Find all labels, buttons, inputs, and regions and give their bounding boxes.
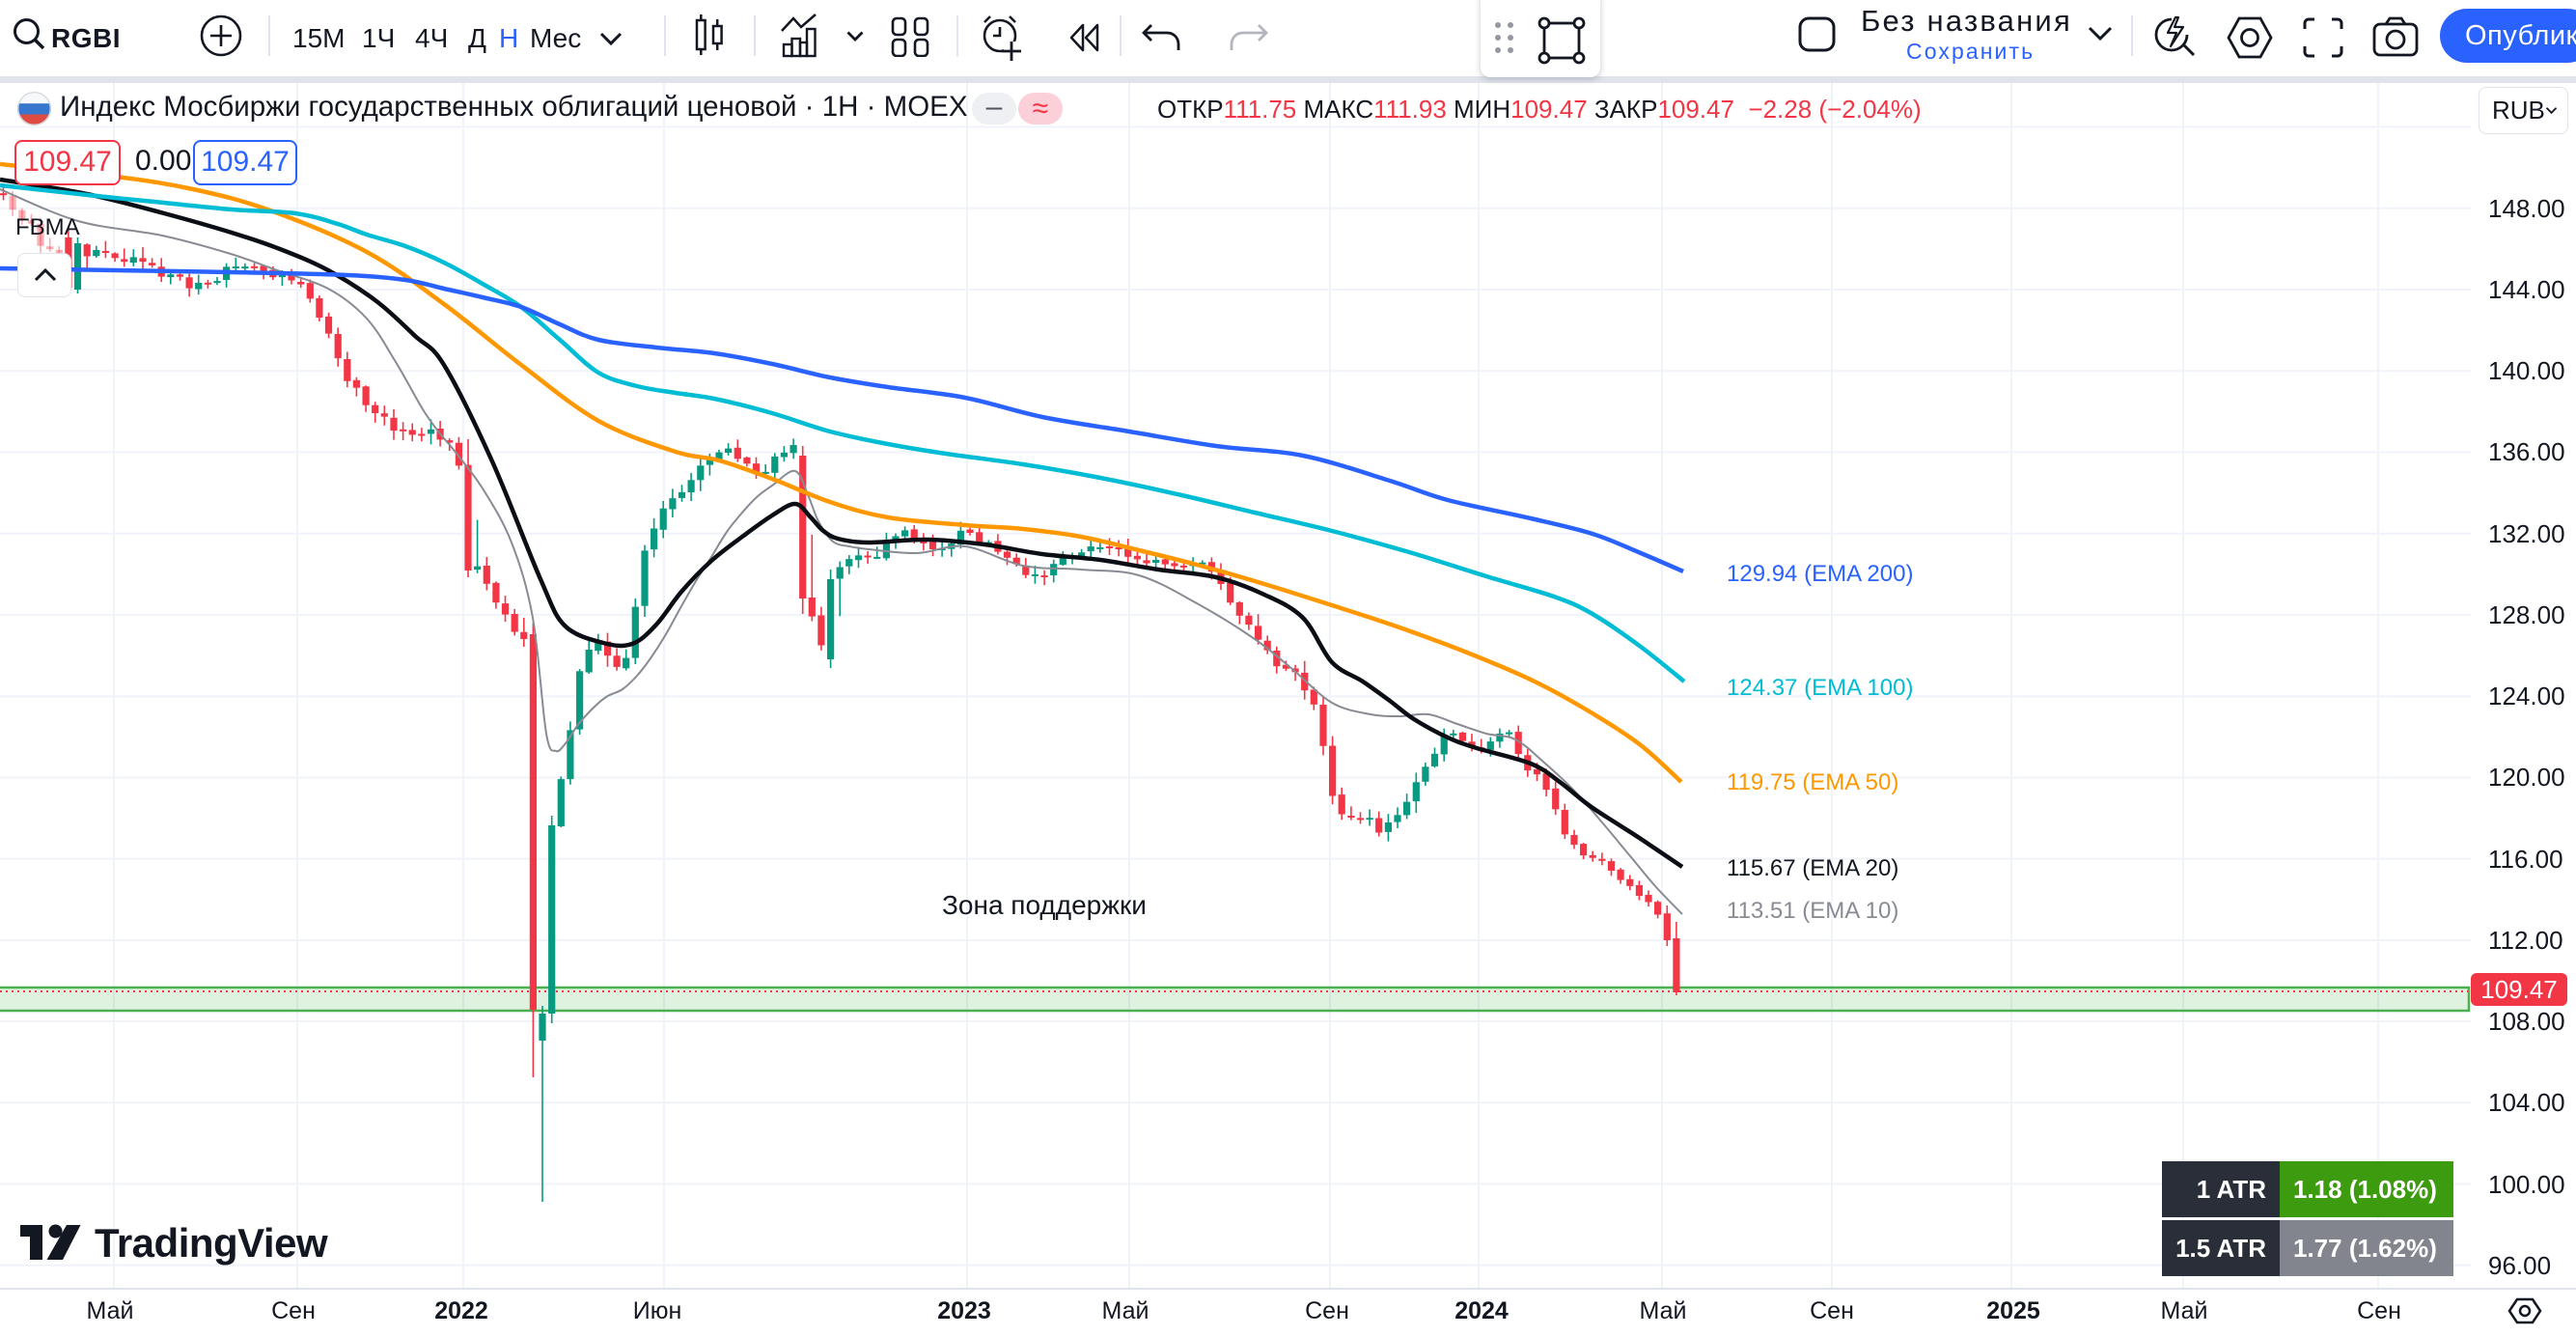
svg-text:129.94 (EMA 200): 129.94 (EMA 200) (1727, 561, 1913, 587)
svg-text:113.51 (EMA 10): 113.51 (EMA 10) (1727, 898, 1898, 924)
svg-text:115.67 (EMA 20): 115.67 (EMA 20) (1727, 855, 1898, 881)
svg-text:119.75 (EMA 50): 119.75 (EMA 50) (1727, 769, 1898, 795)
svg-text:124.37 (EMA 100): 124.37 (EMA 100) (1727, 675, 1913, 701)
svg-text:Зона поддержки: Зона поддержки (942, 890, 1147, 920)
